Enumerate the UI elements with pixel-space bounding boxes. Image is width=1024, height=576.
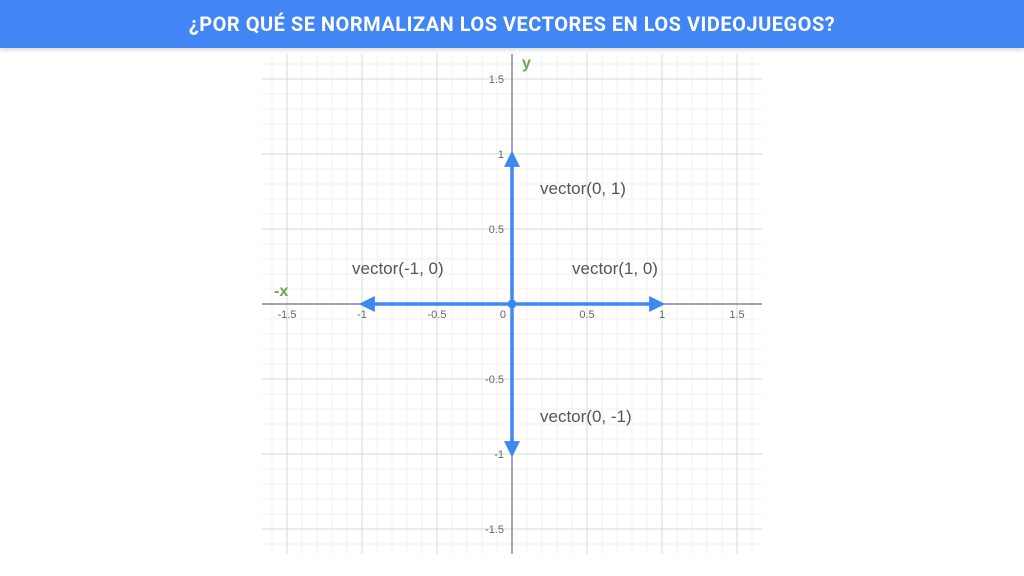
chart-container: -1.5 -1.5 -1 -1 -0.5 -0.5 0 0.5 0.5 1 1 1.5 1.5 y -x ve… [0,48,1024,564]
x-tick-label: 1.5 [729,309,744,321]
vector-label: vector(1, 0) [572,259,658,278]
x-tick-label: -0.5 [428,309,447,321]
y-tick-label: -1.5 [485,524,504,536]
vector-label: vector(0, -1) [540,407,632,426]
vector-chart: -1.5 -1.5 -1 -1 -0.5 -0.5 0 0.5 0.5 1 1 1.5 1.5 y -x ve… [262,54,762,564]
vector-label: vector(-1, 0) [352,259,444,278]
y-tick-label: -0.5 [485,374,504,386]
page-header: ¿POR QUÉ SE NORMALIZAN LOS VECTORES EN L… [0,0,1024,48]
neg-x-axis-label: -x [274,283,288,300]
vector-label: vector(0, 1) [540,179,626,198]
y-tick-label: -1 [494,449,504,461]
x-tick-label: 0.5 [579,309,594,321]
y-tick-label: 0.5 [489,224,504,236]
x-tick-label: -1 [357,309,367,321]
x-tick-label: -1.5 [278,309,297,321]
y-axis-label: y [522,55,531,72]
origin-dot [508,300,517,309]
page-title: ¿POR QUÉ SE NORMALIZAN LOS VECTORES EN L… [189,12,835,36]
x-tick-label: 1 [659,309,665,321]
y-tick-label: 1.5 [489,74,504,86]
origin-tick-label: 0 [500,309,506,321]
y-tick-label: 1 [498,149,504,161]
